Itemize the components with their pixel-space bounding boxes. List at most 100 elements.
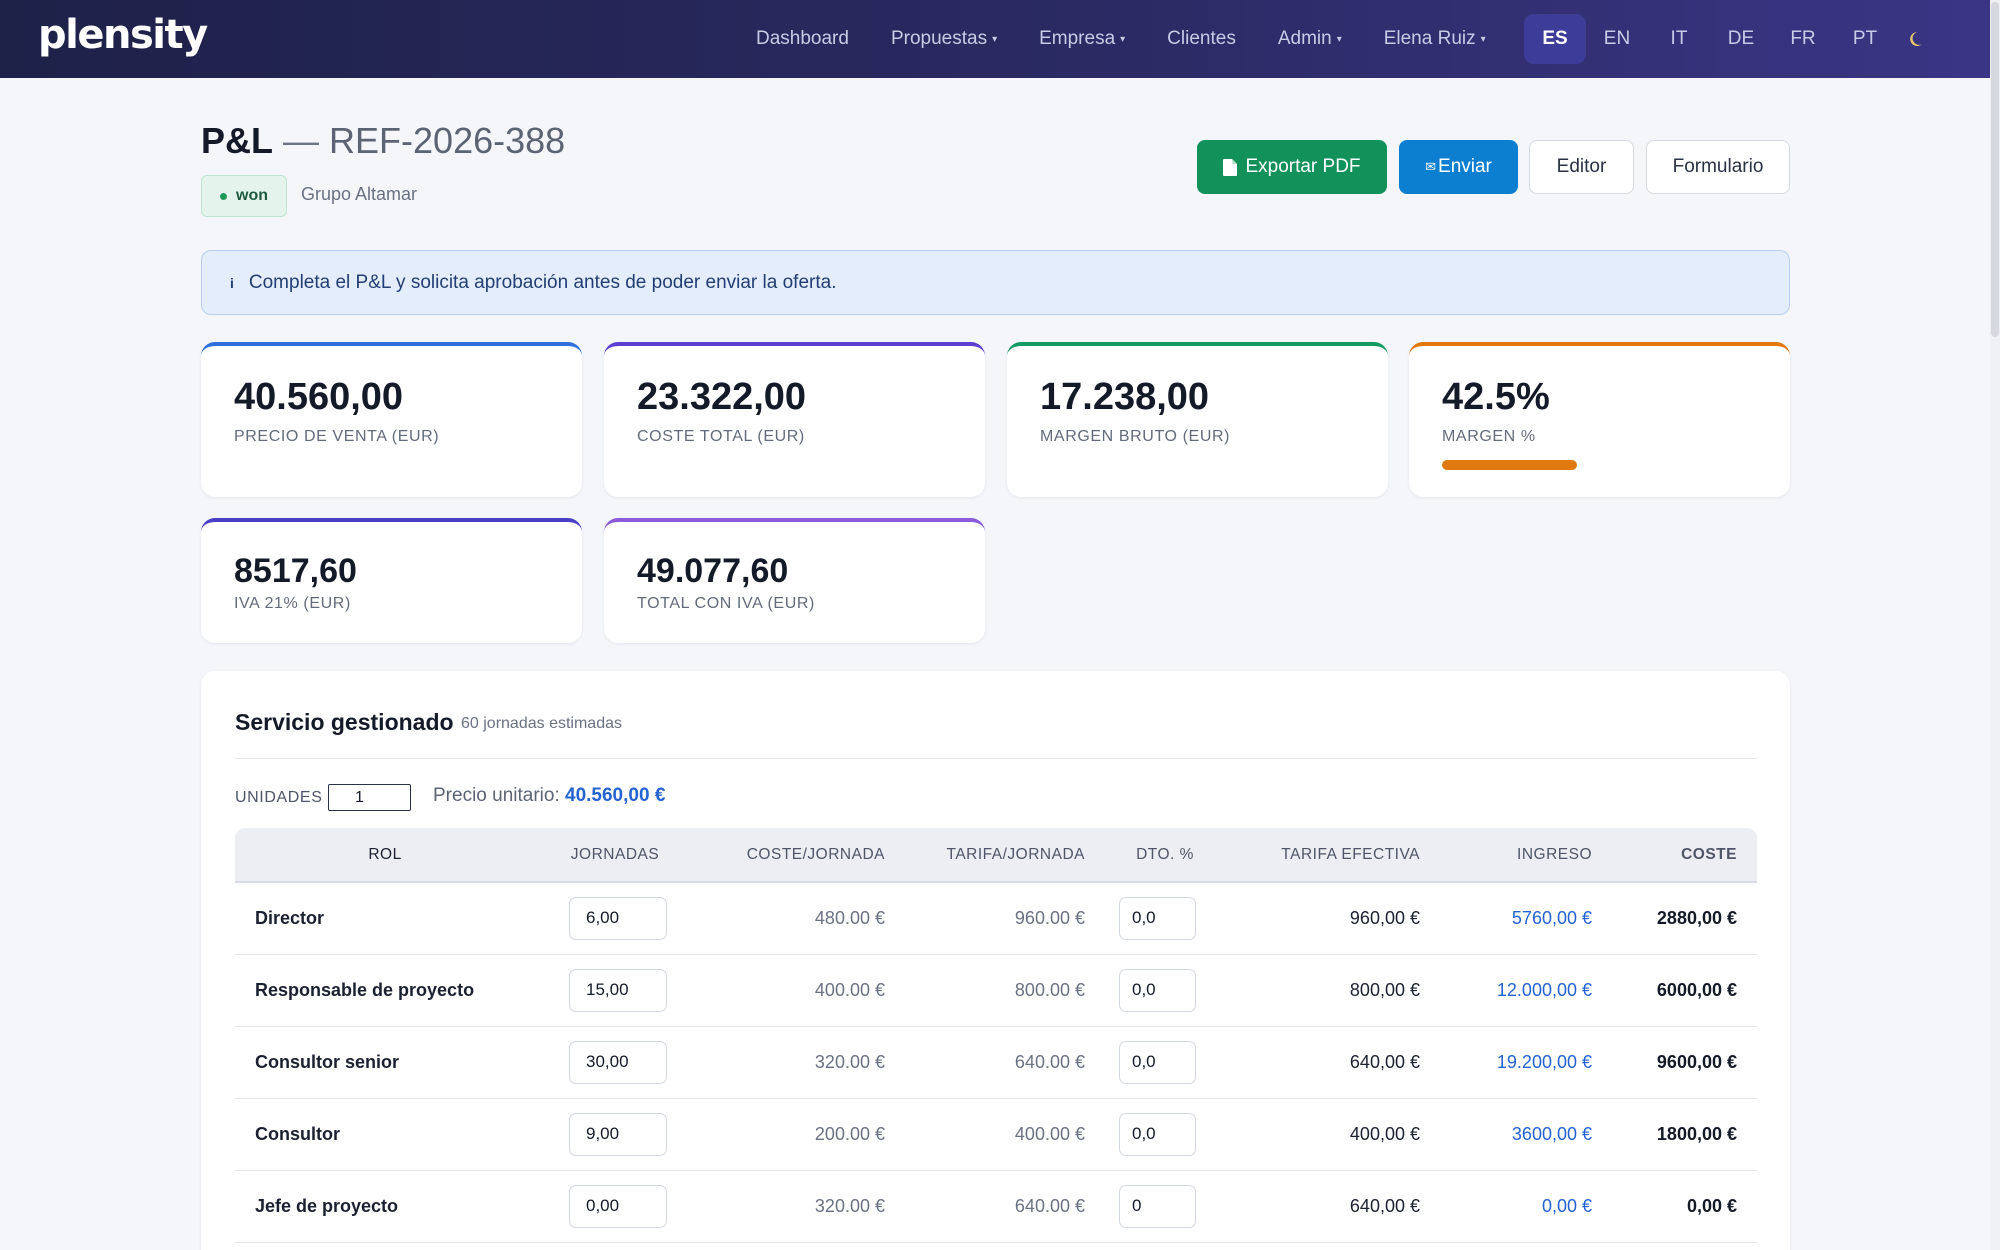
service-section: Servicio gestionado 60 jornadas estimada… bbox=[201, 671, 1790, 1250]
rate-per-day: 640.00 € bbox=[1014, 1195, 1085, 1216]
chevron-down-icon: ▾ bbox=[1336, 33, 1342, 45]
discount-input[interactable]: 0 bbox=[1119, 1184, 1196, 1228]
send-label: Enviar bbox=[1438, 156, 1492, 177]
column-header-role[interactable]: ROL bbox=[235, 828, 535, 883]
lang-it[interactable]: IT bbox=[1670, 28, 1688, 49]
nav-item-admin[interactable]: Admin ▾ bbox=[1257, 0, 1363, 78]
kpi-label: PRECIO DE VENTA (EUR) bbox=[234, 428, 440, 445]
chevron-down-icon: ▾ bbox=[1120, 33, 1126, 45]
editor-button[interactable]: Editor bbox=[1529, 140, 1634, 194]
discount-input[interactable]: 0,0 bbox=[1119, 968, 1196, 1012]
discount-input[interactable]: 0,0 bbox=[1119, 1112, 1196, 1156]
nav-item-dashboard[interactable]: Dashboard bbox=[735, 0, 870, 78]
nav-item-label: Admin bbox=[1277, 28, 1332, 49]
unit-price-value: 40.560,00 € bbox=[565, 785, 666, 806]
days-input[interactable]: 15,00 bbox=[569, 968, 667, 1012]
reference-number: REF-2026-388 bbox=[329, 120, 566, 161]
cost-per-day: 320.00 € bbox=[814, 1195, 885, 1216]
status-badge: won bbox=[201, 175, 287, 217]
days-input[interactable]: 0,00 bbox=[569, 1184, 667, 1228]
lang-en[interactable]: EN bbox=[1603, 28, 1631, 49]
role-name: Director bbox=[255, 907, 325, 928]
kpi-label: IVA 21% (EUR) bbox=[234, 595, 351, 612]
page-scrollbar[interactable] bbox=[1990, 0, 2000, 1250]
revenue: 5760,00 € bbox=[1511, 907, 1592, 928]
cost-per-day: 400.00 € bbox=[814, 979, 885, 1000]
kpi-sale-price: 40.560,00 PRECIO DE VENTA (EUR) bbox=[201, 342, 582, 497]
nav-item-propuestas[interactable]: Propuestas ▾ bbox=[870, 0, 1018, 78]
kpi-total-cost: 23.322,00 COSTE TOTAL (EUR) bbox=[604, 342, 985, 497]
app-logo[interactable]: plensity bbox=[38, 12, 208, 58]
column-header-cost-day[interactable]: COSTE/JORNADA bbox=[695, 828, 905, 883]
status-label: won bbox=[236, 187, 268, 204]
export-pdf-button[interactable]: Exportar PDF bbox=[1197, 140, 1387, 194]
alert-text: Completa el P&L y solicita aprobación an… bbox=[248, 271, 837, 293]
lang-pt[interactable]: PT bbox=[1852, 28, 1878, 49]
envelope-icon: ✉ bbox=[1425, 159, 1437, 174]
effective-rate: 400,00 € bbox=[1349, 1123, 1420, 1144]
page-title: P&L — REF-2026-388 bbox=[201, 120, 565, 162]
kpi-value: 8517,60 bbox=[234, 552, 357, 590]
cost: 0,00 € bbox=[1686, 1195, 1737, 1216]
language-switcher: ES EN IT DE FR PT bbox=[1524, 14, 1940, 64]
column-header-revenue[interactable]: INGRESO bbox=[1440, 828, 1612, 883]
kpi-total-with-vat: 49.077,60 TOTAL CON IVA (EUR) bbox=[604, 518, 985, 643]
effective-rate: 960,00 € bbox=[1349, 907, 1420, 928]
kpi-label: MARGEN BRUTO (EUR) bbox=[1040, 428, 1231, 445]
form-button[interactable]: Formulario bbox=[1646, 140, 1790, 194]
chevron-down-icon: ▾ bbox=[1480, 33, 1486, 45]
table-row: Jefe de proyecto 0,00 320.00 € 640.00 € … bbox=[235, 1170, 1757, 1242]
discount-input[interactable]: 0,0 bbox=[1119, 1040, 1196, 1084]
lang-es[interactable]: ES bbox=[1524, 14, 1586, 64]
moon-icon[interactable] bbox=[1896, 14, 1940, 64]
main-nav: Dashboard Propuestas ▾ Empresa ▾ Cliente… bbox=[735, 0, 1507, 78]
kpi-margin-percent: 42.5% MARGEN % bbox=[1409, 342, 1790, 497]
nav-item-label: Empresa bbox=[1039, 28, 1116, 49]
scrollbar-thumb[interactable] bbox=[1991, 2, 1999, 337]
section-title: Servicio gestionado bbox=[235, 709, 454, 735]
table-row: Consultor 9,00 200.00 € 400.00 € 0,0 400… bbox=[235, 1098, 1757, 1170]
days-input[interactable]: 6,00 bbox=[569, 896, 667, 940]
nav-item-label: Clientes bbox=[1167, 28, 1236, 49]
column-header-effective-rate[interactable]: TARIFA EFECTIVA bbox=[1225, 828, 1440, 883]
effective-rate: 640,00 € bbox=[1349, 1195, 1420, 1216]
column-header-rate-day[interactable]: TARIFA/JORNADA bbox=[905, 828, 1105, 883]
nav-item-clientes[interactable]: Clientes bbox=[1146, 0, 1257, 78]
unit-price-label: Precio unitario: bbox=[433, 785, 560, 806]
kpi-value: 49.077,60 bbox=[637, 552, 789, 590]
top-navigation-bar: plensity Dashboard Propuestas ▾ Empresa … bbox=[0, 0, 1990, 78]
divider bbox=[235, 758, 1757, 759]
cost-per-day: 320.00 € bbox=[814, 1051, 885, 1072]
role-name: Responsable de proyecto bbox=[255, 979, 475, 1000]
export-pdf-label: Exportar PDF bbox=[1245, 156, 1361, 177]
column-header-days[interactable]: JORNADAS bbox=[535, 828, 695, 883]
table-header-row: ROL JORNADAS COSTE/JORNADA TARIFA/JORNAD… bbox=[235, 828, 1757, 883]
kpi-value: 40.560,00 bbox=[234, 376, 404, 418]
kpi-label: COSTE TOTAL (EUR) bbox=[637, 428, 805, 445]
rate-per-day: 800.00 € bbox=[1014, 979, 1085, 1000]
margin-progress-fill bbox=[1442, 460, 1577, 470]
lang-fr[interactable]: FR bbox=[1790, 28, 1816, 49]
nav-item-empresa[interactable]: Empresa ▾ bbox=[1018, 0, 1146, 78]
effective-rate: 800,00 € bbox=[1349, 979, 1420, 1000]
revenue: 12.000,00 € bbox=[1496, 979, 1592, 1000]
user-menu[interactable]: Elena Ruiz ▾ bbox=[1363, 0, 1507, 78]
units-label: UNIDADES bbox=[235, 789, 323, 806]
info-alert: i Completa el P&L y solicita aprobación … bbox=[201, 250, 1790, 315]
discount-input[interactable]: 0,0 bbox=[1119, 896, 1196, 940]
cost: 9600,00 € bbox=[1656, 1051, 1737, 1072]
info-icon: i bbox=[230, 274, 234, 291]
days-input[interactable]: 30,00 bbox=[569, 1040, 667, 1084]
send-button[interactable]: ✉ Enviar bbox=[1399, 140, 1518, 194]
column-header-discount[interactable]: DTO. % bbox=[1105, 828, 1225, 883]
cost: 2880,00 € bbox=[1656, 907, 1737, 928]
revenue: 0,00 € bbox=[1541, 1195, 1592, 1216]
column-header-cost[interactable]: COSTE bbox=[1612, 828, 1757, 883]
units-input[interactable]: 1 bbox=[328, 784, 411, 811]
cost: 1800,00 € bbox=[1656, 1123, 1737, 1144]
table-row: Responsable de proyecto 15,00 400.00 € 8… bbox=[235, 954, 1757, 1026]
role-name: Consultor bbox=[255, 1123, 340, 1144]
kpi-value: 42.5% bbox=[1442, 376, 1550, 418]
lang-de[interactable]: DE bbox=[1727, 28, 1755, 49]
days-input[interactable]: 9,00 bbox=[569, 1112, 667, 1156]
